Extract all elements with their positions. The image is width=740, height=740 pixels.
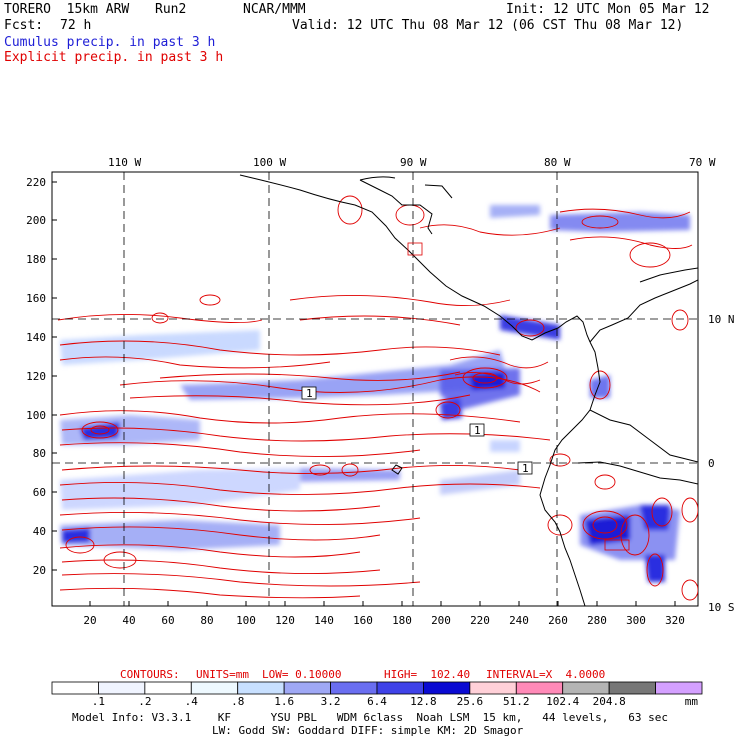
lat-label-10s: 10 S [708, 601, 735, 614]
colorbar-tick-label: 3.2 [321, 695, 341, 708]
colorbar-tick-label: 6.4 [367, 695, 387, 708]
init-time: Init: 12 UTC Mon 05 Mar 12 [506, 2, 710, 17]
contours-low: LOW= 0.10000 [262, 668, 342, 681]
colorbar: .1 .2 .4 .8 1.6 3.2 6.4 12.8 25.6 51.2 102.4 204.8 m… [51, 681, 703, 708]
run-label: Run2 [155, 2, 187, 17]
x-tick: 120 [275, 614, 295, 627]
y-tick: 80 [33, 447, 46, 460]
model-physics: LW: Godd SW: Goddard DIFF: simple KM: 2D… [212, 724, 524, 737]
cumulus-legend-label: Cumulus precip. in past 3 h [4, 35, 216, 50]
model-title: TORERO 15km ARW [4, 2, 130, 17]
lon-label-70w: 70 W [689, 156, 716, 169]
lon-label-100w: 100 W [253, 156, 286, 169]
center-label: NCAR/MMM [243, 2, 306, 17]
colorbar-swatch [655, 681, 703, 695]
y-tick: 200 [26, 214, 46, 227]
lon-label-90w: 90 W [400, 156, 427, 169]
box-label-1: 1 [306, 387, 313, 400]
colorbar-swatch [330, 681, 378, 695]
latlon-grid [52, 172, 698, 606]
explicit-legend-label: Explicit precip. in past 3 h [4, 50, 224, 65]
x-tick: 180 [392, 614, 412, 627]
colorbar-tick-label: .1 [92, 695, 105, 708]
cumulus-precip-shading [60, 205, 690, 582]
colorbar-swatch [144, 681, 192, 695]
y-tick: 120 [26, 370, 46, 383]
valid-time: Valid: 12 UTC Thu 08 Mar 12 (06 CST Thu … [292, 18, 684, 33]
colorbar-swatch [51, 681, 99, 695]
x-tick: 260 [548, 614, 568, 627]
colorbar-tick-label: 1.6 [274, 695, 294, 708]
colorbar-tick-label: 51.2 [503, 695, 530, 708]
colorbar-tick-label: 204.8 [593, 695, 626, 708]
colorbar-tick-label: .8 [231, 695, 244, 708]
colorbar-swatch [376, 681, 424, 695]
colorbar-tick-label: 102.4 [546, 695, 579, 708]
model-info: Model Info: V3.3.1 KF YSU PBL WDM 6class… [72, 711, 669, 724]
x-tick: 40 [122, 614, 135, 627]
y-tick: 100 [26, 409, 46, 422]
box-label-2: 1 [474, 424, 481, 437]
colorbar-tick-label: .4 [185, 695, 199, 708]
y-tick: 20 [33, 564, 46, 577]
contours-label: CONTOURS: [120, 668, 180, 681]
colorbar-swatch [515, 681, 564, 695]
y-tick: 180 [26, 253, 46, 266]
lon-label-80w: 80 W [544, 156, 571, 169]
coastlines [239, 174, 698, 606]
y-tick: 60 [33, 486, 46, 499]
x-tick: 220 [470, 614, 490, 627]
lat-label-0: 0 [708, 457, 715, 470]
x-tick: 200 [431, 614, 451, 627]
colorbar-swatch [190, 681, 239, 695]
y-tick: 160 [26, 292, 46, 305]
lon-label-110w: 110 W [108, 156, 141, 169]
x-tick: 320 [665, 614, 685, 627]
box-label-3: 1 [522, 462, 529, 475]
colorbar-swatch [469, 681, 517, 695]
colorbar-swatch [423, 681, 471, 695]
colorbar-swatch [98, 681, 146, 695]
x-tick: 60 [161, 614, 174, 627]
x-tick: 100 [236, 614, 256, 627]
forecast-hour: 72 h [60, 18, 92, 33]
x-tick: 20 [83, 614, 96, 627]
colorbar-tick-label: .2 [138, 695, 151, 708]
y-tick: 40 [33, 525, 46, 538]
forecast-label: Fcst: [4, 18, 44, 33]
colorbar-swatch [283, 681, 331, 695]
contours-interval: INTERVAL=X 4.0000 [486, 668, 606, 681]
colorbar-swatch [237, 681, 285, 695]
y-tick: 140 [26, 331, 46, 344]
contours-high: HIGH= 102.40 [384, 668, 471, 681]
x-tick: 160 [353, 614, 373, 627]
x-tick: 280 [587, 614, 607, 627]
x-tick: 80 [200, 614, 213, 627]
contours-units: UNITS=mm [196, 668, 249, 681]
x-tick: 140 [314, 614, 334, 627]
colorbar-swatch [562, 681, 610, 695]
colorbar-tick-label: 12.8 [410, 695, 437, 708]
y-tick: 220 [26, 176, 46, 189]
contour-label-boxes [301, 242, 630, 551]
explicit-precip-contours [57, 195, 698, 601]
colorbar-tick-label: 25.6 [457, 695, 484, 708]
colorbar-unit: mm [685, 695, 699, 708]
lat-label-10n: 10 N [708, 313, 735, 326]
x-tick: 240 [509, 614, 529, 627]
x-tick: 300 [626, 614, 646, 627]
colorbar-swatch [608, 681, 656, 695]
